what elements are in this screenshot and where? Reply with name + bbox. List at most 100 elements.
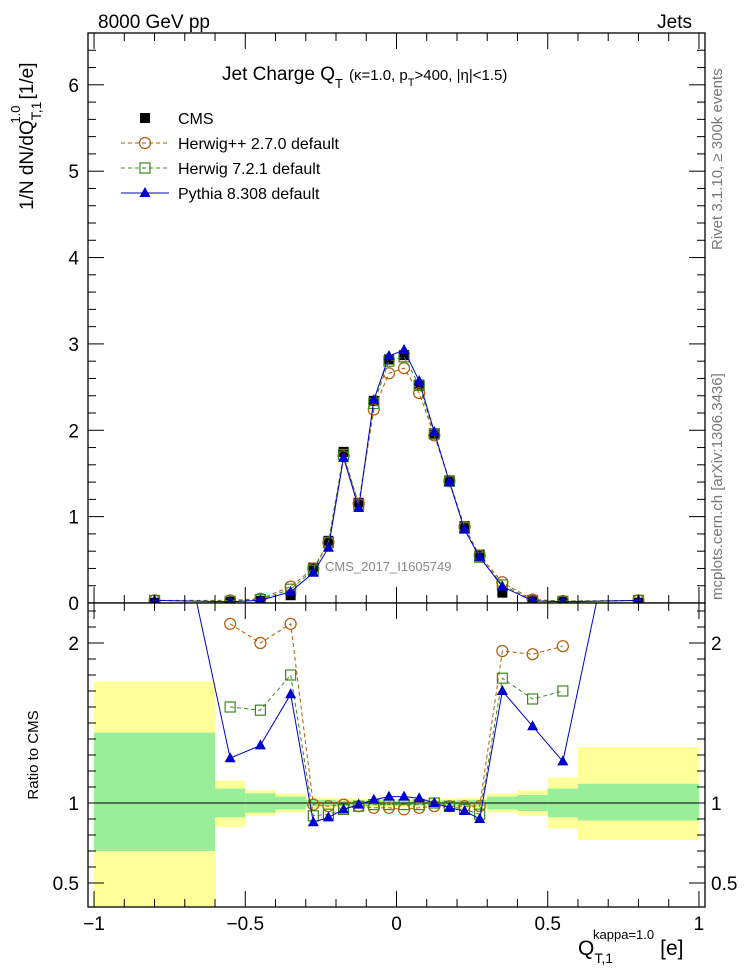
pythia-8-308-default-point (353, 502, 365, 512)
watermark: CMS_2017_I1605749 (325, 559, 452, 574)
main-y-tick-label: 6 (68, 76, 79, 97)
herwig-7-2-1-default-ratio-point (496, 672, 508, 684)
herwig-2-7-0-default-ratio-point (284, 617, 297, 630)
legend-marker (138, 136, 152, 150)
legend-item: CMS (140, 111, 214, 128)
main-plot-area (88, 33, 705, 603)
herwig-7-2-1-default-ratio-point (527, 693, 539, 705)
herwig-2-7-0-default-ratio-point (254, 636, 267, 650)
pythia-8-308-default-ratio-point (459, 805, 471, 815)
legend-item: Pythia 8.308 default (121, 186, 320, 203)
ratio-series-group (196, 603, 597, 827)
pythia-8-308-default-ratio-line (196, 603, 597, 823)
pythia-8-308-default-point (338, 451, 350, 462)
main-y-tick-label: 3 (68, 335, 79, 356)
pythia-8-308-default-ratio-point (428, 797, 440, 807)
pythia-8-308-default-point (474, 551, 486, 562)
pythia-8-308-default-point (527, 594, 539, 605)
pythia-8-308-default-point (443, 476, 455, 487)
cms-point (338, 446, 349, 457)
legend-marker (139, 187, 151, 197)
pythia-8-308-default-ratio-point (398, 790, 410, 801)
ratio-ylabel: Ratio to CMS (25, 710, 42, 799)
ratio-panel: −1 −0.5 0 0.5 1 0.5 0.5 1 1 2 2 Ratio to CMS (25, 602, 737, 935)
herwig-7-2-1-default-ratio-point (254, 704, 266, 716)
pythia-8-308-default-ratio-point (383, 790, 395, 801)
pythia-8-308-default-ratio-point (496, 685, 508, 695)
pythia-8-308-default-point (496, 580, 508, 591)
main-ylabel: 1/N dN/dQT,11.0[1/e] (8, 62, 44, 210)
legend-marker (140, 113, 150, 123)
pythia-8-308-default-ratio-point (474, 813, 486, 823)
pythia-8-308-default-ratio-point (443, 801, 455, 812)
x-tick-label: −1 (83, 914, 105, 935)
legend-label: Herwig++ 2.7.0 default (178, 136, 340, 153)
legend-label: Herwig 7.2.1 default (178, 161, 321, 178)
main-y-tick-label: 4 (68, 249, 79, 270)
herwig-2-7-0-default-point (397, 361, 411, 375)
rivet-label: Rivet 3.1.10, ≥ 300k events (709, 68, 726, 250)
x-tick-label: 1 (694, 914, 705, 935)
mcplots-label: mcplots.cern.ch [arXiv:1306.3436] (709, 373, 726, 600)
legend-item: Herwig 7.2.1 default (121, 161, 321, 178)
herwig-2-7-0-default-ratio-point (224, 617, 237, 630)
header-right: Jets (657, 12, 692, 33)
main-axes: 0 1 2 3 4 5 6 (68, 33, 705, 615)
herwig-2-7-0-default-ratio-point (496, 644, 509, 658)
ratio-y-tick-label: 2 (68, 634, 79, 655)
main-y-tick-label: 5 (68, 162, 79, 183)
pythia-8-308-default-point (383, 350, 395, 360)
main-y-tick-label: 1 (68, 508, 79, 529)
pythia-8-308-default-point (398, 343, 410, 354)
uncertainty-bands (88, 681, 705, 907)
legend-item: Herwig++ 2.7.0 default (121, 136, 340, 153)
main-panel: 0 1 2 3 4 5 6 Jet Charge QT (κ=1.0, pT>400, |η|… (8, 32, 706, 615)
herwig-2-7-0-default-ratio-point (307, 798, 320, 811)
pythia-8-308-default-line (154, 349, 639, 603)
ratio-axes: −1 −0.5 0 0.5 1 0.5 0.5 1 1 2 2 (53, 603, 737, 935)
herwig-7-2-1-default-ratio-point (224, 701, 236, 713)
inner-band (94, 732, 216, 851)
x-axis-label: QT,1kappa=1.0[e] (578, 927, 683, 966)
legend-marker (139, 162, 151, 174)
pythia-8-308-default-ratio-point (307, 816, 319, 827)
x-tick-label: 0 (391, 914, 402, 935)
herwig-2-7-0-default-point (413, 387, 426, 400)
ratio-y-tick-label-right: 1 (711, 794, 722, 815)
pythia-8-308-default-point (307, 566, 319, 577)
herwig-7-2-1-default-ratio-point (285, 669, 297, 681)
pythia-8-308-default-point (413, 375, 425, 386)
legend: CMS Herwig++ 2.7.0 default Herwig 7.2.1 de… (121, 111, 340, 203)
pythia-8-308-default-point (368, 394, 380, 405)
pythia-8-308-default-ratio-point (322, 811, 334, 822)
ratio-y-tick-label-right: 0.5 (711, 874, 737, 895)
x-tick-label: 0.5 (535, 914, 561, 935)
inner-band (577, 783, 699, 821)
herwig-2-7-0-default-ratio-point (473, 800, 486, 813)
ratio-y-tick-label: 0.5 (53, 874, 79, 895)
pythia-8-308-default-ratio-point (413, 792, 425, 803)
cms-point (497, 587, 508, 598)
herwig-2-7-0-default-ratio-point (526, 648, 539, 661)
pythia-8-308-default-ratio-point (368, 793, 380, 804)
herwig-2-7-0-default-ratio-point (556, 640, 569, 653)
herwig-7-2-1-default-ratio-point (557, 685, 569, 697)
legend-label: CMS (178, 111, 214, 128)
main-y-tick-label: 2 (68, 421, 79, 442)
pythia-8-308-default-ratio-point (224, 752, 236, 763)
main-y-tick-label: 0 (68, 594, 79, 615)
pythia-8-308-default-ratio-point (338, 803, 350, 814)
x-tick-label: −0.5 (227, 914, 265, 935)
header-left: 8000 GeV pp (98, 12, 210, 33)
pythia-8-308-default-ratio-point (254, 739, 266, 750)
ratio-y-tick-label-right: 2 (711, 634, 722, 655)
pythia-8-308-default-ratio-point (353, 798, 365, 809)
pythia-8-308-default-point (428, 426, 440, 436)
pythia-8-308-default-point (285, 585, 297, 596)
cms-point (399, 350, 410, 361)
pythia-8-308-default-ratio-point (285, 688, 297, 699)
pythia-8-308-default-ratio-point (527, 720, 539, 731)
herwig-7-2-1-default-ratio-line (230, 673, 563, 817)
pythia-8-308-default-point (254, 594, 266, 605)
